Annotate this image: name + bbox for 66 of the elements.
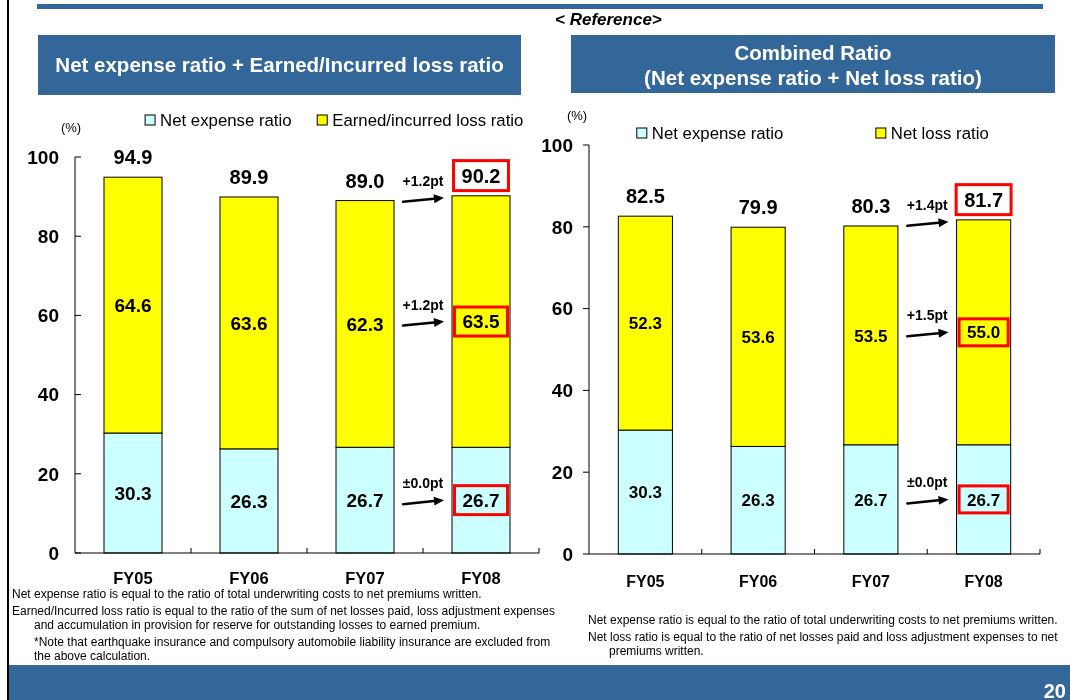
x-tick-label: FY08 [964, 573, 1003, 590]
data-label: 52.3 [628, 314, 662, 334]
y-tick-label: 0 [48, 542, 59, 564]
y-tick-label: 0 [562, 543, 573, 565]
y-tick-label: 40 [551, 380, 573, 402]
text: < Reference> [555, 10, 662, 29]
data-label: 53.6 [741, 327, 775, 347]
data-label: 63.6 [230, 312, 268, 334]
text: Net loss ratio is equal to the ratio of net losses paid and loss adjustment expenses to net premiums written. [588, 630, 1059, 658]
y-tick-label: 100 [541, 134, 573, 156]
total-label: 80.3 [851, 194, 891, 217]
y-tick-label: 60 [37, 305, 59, 327]
data-label: 26.3 [230, 490, 268, 512]
x-tick-label: FY08 [461, 569, 501, 587]
y-tick-label: 60 [551, 298, 573, 320]
y-tick-label: 100 [27, 146, 59, 168]
y-tick-label: 80 [37, 226, 59, 248]
total-label: 89.9 [229, 166, 269, 188]
chart-title: Net expense ratio + Earned/Incurred loss ratio [55, 53, 504, 77]
data-label: 55.0 [967, 323, 1001, 343]
data-label: 53.5 [854, 326, 888, 346]
x-tick-label: FY06 [739, 573, 778, 590]
total-label: 82.5 [625, 185, 665, 208]
data-label: 62.3 [346, 313, 384, 335]
text: Net expense ratio is equal to the ratio of total underwriting costs to net premiums written. [588, 613, 1058, 627]
x-tick-label: FY07 [345, 569, 385, 587]
y-axis-title: (%) [60, 120, 82, 135]
data-label: 64.6 [114, 294, 152, 316]
annotation: ±0.0pt [402, 475, 444, 492]
annotation: +1.4pt [906, 196, 949, 213]
legend-label: Net expense ratio [160, 111, 292, 131]
annotation: +1.5pt [906, 307, 949, 324]
y-tick-label: 80 [551, 216, 573, 238]
y-tick-label: 20 [37, 463, 59, 485]
legend-label: Earned/incurred loss ratio [332, 111, 524, 131]
legend-label: Net loss ratio [890, 124, 989, 144]
annotation: +1.2pt [402, 296, 444, 313]
x-tick-label: FY05 [113, 569, 153, 587]
text: 20 [1043, 680, 1066, 700]
data-label: 26.3 [741, 491, 775, 511]
y-tick-label: 20 [551, 462, 573, 484]
text: Net expense ratio is equal to the ratio of total underwriting costs to net premiums written. [12, 587, 482, 601]
total-label: 94.9 [113, 146, 153, 169]
data-label: 26.7 [462, 489, 500, 511]
x-tick-label: FY06 [229, 569, 269, 587]
chart-subtitle: (Net expense ratio + Net loss ratio) [644, 66, 982, 90]
legend-label: Net expense ratio [651, 124, 784, 144]
total-label: 90.2 [461, 164, 501, 187]
chart-title: Combined Ratio [734, 41, 892, 65]
annotation: +1.2pt [402, 172, 444, 189]
data-label: 26.7 [967, 490, 1001, 510]
data-label: 30.3 [628, 483, 662, 503]
data-label: 30.3 [114, 482, 152, 504]
total-label: 79.9 [738, 196, 778, 219]
data-label: 26.7 [346, 489, 384, 511]
data-label: 63.5 [462, 311, 500, 333]
text: Earned/Incurred loss ratio is equal to the ratio of the sum of net losses paid, loss adjustment expenses and accumulation in provision for reserve for outstanding losses to earned premium. [12, 604, 555, 632]
text: *Note that earthquake insurance and compulsory automobile liability insurance are excluded from the above calculation. [34, 635, 551, 663]
annotation: ±0.0pt [907, 474, 948, 491]
total-label: 89.0 [345, 169, 385, 192]
x-tick-label: FY07 [851, 573, 891, 590]
total-label: 81.7 [964, 188, 1004, 211]
x-tick-label: FY05 [626, 573, 665, 590]
data-label: 26.7 [854, 490, 888, 510]
y-tick-label: 40 [37, 384, 59, 406]
y-axis-title: (%) [566, 108, 588, 123]
